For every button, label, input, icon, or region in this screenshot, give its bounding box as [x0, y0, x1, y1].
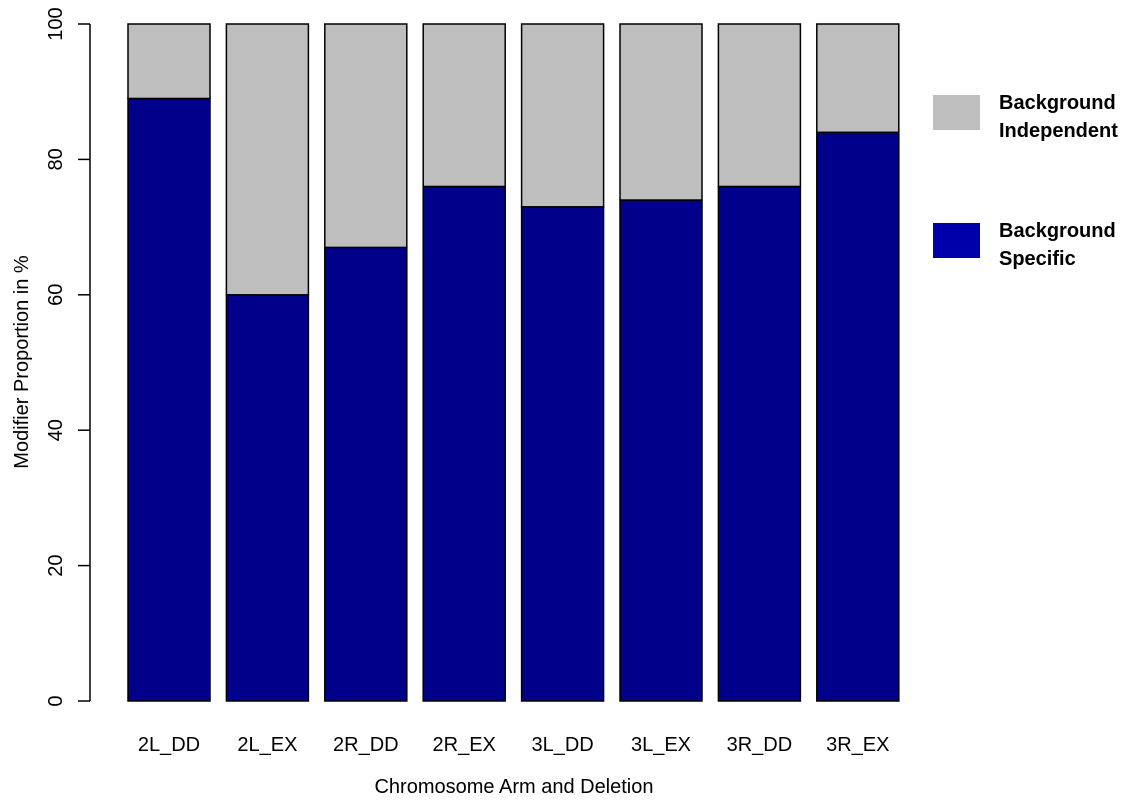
x-tick-label: 2L_DD	[138, 734, 200, 756]
y-axis: 0 20 40 60 80 100	[45, 7, 91, 707]
bar-3R_DD-background-specific	[717, 185, 802, 702]
bar-2L_EX-background-independent	[225, 23, 310, 296]
y-tick-label: 40	[45, 419, 67, 441]
x-tick-label: 3R_EX	[826, 734, 889, 756]
bar-3L_EX-background-specific	[619, 199, 703, 702]
x-tick-label: 2R_EX	[433, 734, 496, 756]
legend-label: Independent	[999, 120, 1118, 142]
bar-2L_DD-background-specific	[127, 97, 211, 702]
bar-3L_EX-background-independent	[619, 23, 703, 201]
y-axis-title: Modifier Proportion in %	[11, 255, 33, 469]
x-tick-label: 3L_EX	[631, 734, 691, 756]
x-tick-label: 3L_DD	[531, 734, 593, 756]
legend: Background Independent Background Specific	[933, 92, 1118, 270]
y-tick-label: 60	[45, 284, 67, 306]
bar-3L_DD-background-independent	[520, 23, 605, 208]
x-tick-label: 2R_DD	[333, 734, 399, 756]
x-tick-label: 3R_DD	[727, 734, 793, 756]
y-tick-label: 0	[45, 695, 67, 706]
bar-2R_DD-background-specific	[324, 246, 408, 702]
x-axis-title: Chromosome Arm and Deletion	[374, 776, 653, 798]
bar-2R_EX-background-independent	[422, 23, 506, 188]
legend-label: Background	[999, 220, 1116, 242]
bar-3L_DD-background-specific	[520, 206, 605, 702]
bar-3R_EX-background-specific	[816, 131, 900, 702]
bar-2L_EX-background-specific	[225, 294, 310, 702]
y-tick-label: 80	[45, 148, 67, 170]
y-tick-label: 20	[45, 554, 67, 576]
bar-3R_DD-background-independent	[717, 23, 802, 188]
legend-swatch-background-independent	[933, 95, 980, 130]
bar-2R_EX-background-specific	[422, 185, 506, 702]
bar-2R_DD-background-independent	[324, 23, 408, 249]
y-tick-label: 100	[45, 7, 67, 40]
bars-group	[127, 23, 900, 702]
x-axis: 2L_DD 2L_EX 2R_DD 2R_EX 3L_DD 3L_EX 3R_DD 3R_EX	[138, 734, 890, 756]
legend-label: Background	[999, 92, 1116, 114]
legend-label: Specific	[999, 248, 1076, 270]
x-tick-label: 2L_EX	[237, 734, 297, 756]
bar-2L_DD-background-independent	[127, 23, 211, 100]
bar-3R_EX-background-independent	[816, 23, 900, 134]
legend-swatch-background-specific	[933, 223, 980, 258]
